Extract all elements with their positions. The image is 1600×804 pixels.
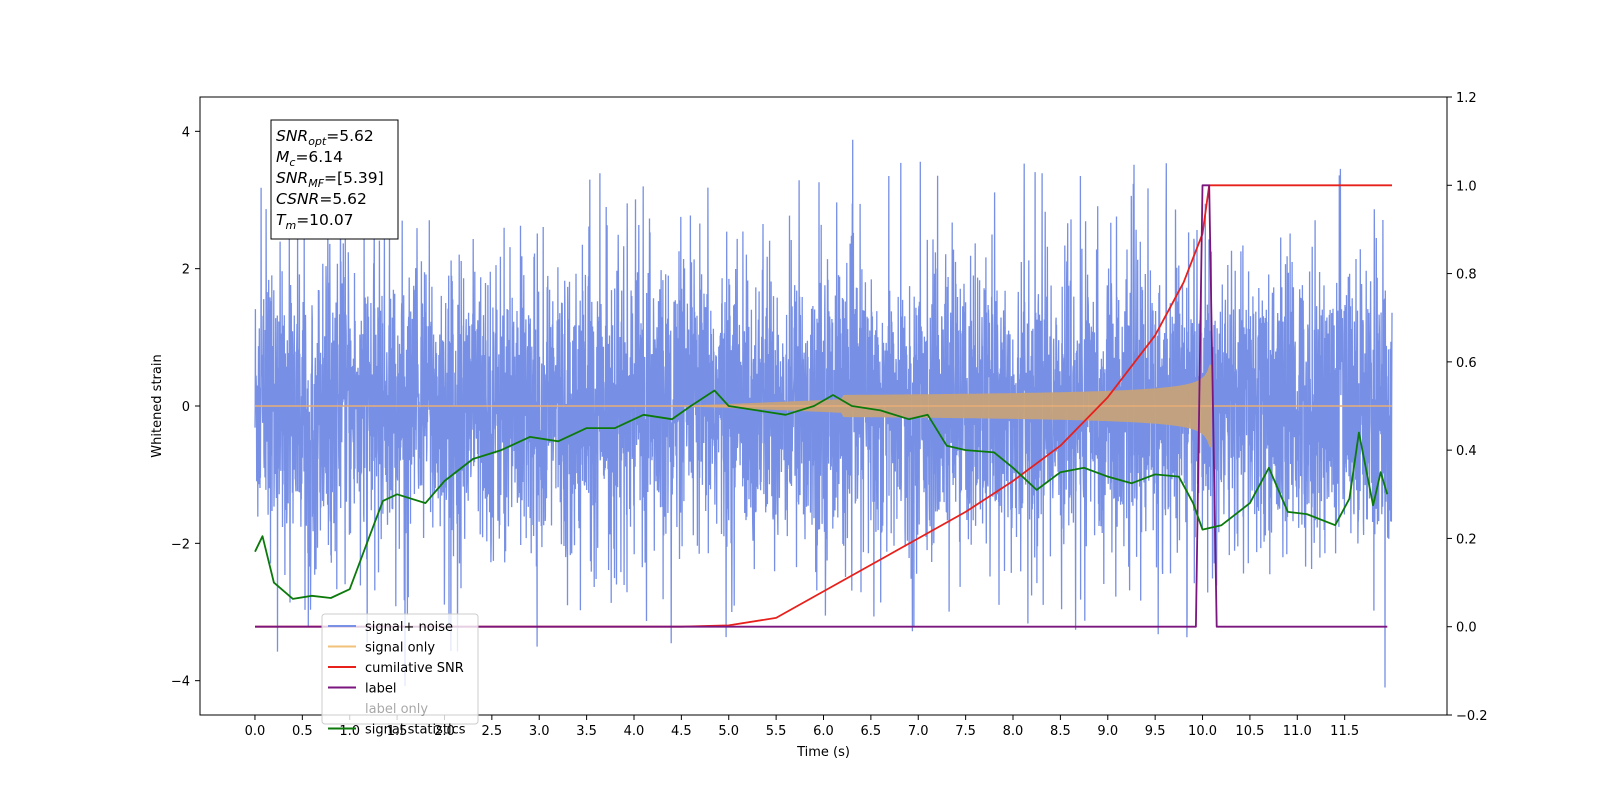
legend-label: signal+ noise (365, 620, 453, 635)
series-signal-noise-line (254, 139, 1393, 688)
x-tick-label: 1.5 (387, 724, 408, 739)
x-tick-label: 5.5 (766, 724, 787, 739)
x-tick-label: 2.5 (482, 724, 503, 739)
series-signal-statistics-line (254, 389, 1389, 600)
legend: signal+ noise signal only cumilative SNR la… (321, 613, 479, 738)
y-left-tick-label: −2 (171, 537, 190, 552)
y-left-tick-label: 4 (182, 125, 190, 140)
legend-label: label (365, 682, 396, 697)
y-axis-left: −4 −2 0 2 4 (171, 125, 200, 690)
x-tick-label: 11.5 (1330, 724, 1359, 739)
legend-label: label only (365, 702, 428, 717)
legend-item: signal+ noise (328, 620, 453, 635)
y-axis-right: −0.2 0.0 0.2 0.4 0.6 0.8 1.0 1.2 (1447, 91, 1488, 724)
series-cumilative-snr-line (255, 184, 1392, 628)
legend-label: signal only (365, 641, 435, 656)
x-tick-label: 3.0 (529, 724, 550, 739)
x-tick-label: 1.0 (339, 724, 360, 739)
plot-area (254, 139, 1393, 688)
annotation-line: SNRopt=5.62 (276, 127, 374, 148)
annotation-line: SNRMF=[5.39] (276, 169, 384, 190)
x-tick-label: 9.5 (1145, 724, 1166, 739)
legend-label: signal statistics (365, 723, 466, 738)
y-right-tick-label: −0.2 (1456, 709, 1488, 724)
x-tick-label: 0.5 (292, 724, 313, 739)
x-tick-label: 2.0 (434, 724, 455, 739)
annotation-line: Mc=6.14 (276, 148, 343, 169)
x-tick-label: 9.0 (1097, 724, 1118, 739)
legend-frame (321, 613, 479, 725)
y-right-tick-label: 0.2 (1456, 532, 1477, 547)
x-tick-label: 0.0 (245, 724, 266, 739)
x-tick-label: 3.5 (576, 724, 597, 739)
y-right-tick-label: 0.4 (1456, 444, 1477, 459)
series-label-line (255, 184, 1388, 628)
annotation-line: CSNR=5.62 (276, 190, 367, 208)
y-right-tick-label: 0.0 (1456, 621, 1477, 636)
x-tick-label: 6.0 (813, 724, 834, 739)
legend-item: cumilative SNR (328, 661, 464, 676)
x-tick-label: 4.5 (671, 724, 692, 739)
y-right-tick-label: 1.2 (1456, 91, 1477, 106)
legend-label: cumilative SNR (365, 661, 464, 676)
x-tick-label: 10.5 (1235, 724, 1264, 739)
x-tick-label: 5.0 (718, 724, 739, 739)
y-left-tick-label: 2 (182, 263, 190, 278)
annotation-line: Tm=10.07 (276, 211, 354, 232)
y-left-tick-label: −4 (171, 675, 190, 690)
y-right-tick-label: 1.0 (1456, 179, 1477, 194)
legend-item: label only (365, 702, 428, 717)
legend-item: signal statistics (328, 723, 466, 738)
x-axis-label: Time (s) (796, 745, 850, 760)
x-tick-label: 11.0 (1283, 724, 1312, 739)
x-tick-label: 8.5 (1050, 724, 1071, 739)
x-tick-label: 7.5 (955, 724, 976, 739)
y-right-tick-label: 0.8 (1456, 268, 1477, 283)
annotation-frame (270, 119, 399, 240)
x-tick-label: 4.0 (624, 724, 645, 739)
y-axis-label: Whitened strain (150, 354, 165, 457)
legend-item: signal only (328, 641, 435, 656)
x-tick-label: 8.0 (1003, 724, 1024, 739)
legend-item: label (328, 682, 396, 697)
y-left-tick-label: 0 (182, 400, 190, 415)
x-tick-label: 10.0 (1188, 724, 1217, 739)
x-tick-label: 7.0 (908, 724, 929, 739)
y-right-tick-label: 0.6 (1456, 356, 1477, 371)
x-tick-label: 6.5 (861, 724, 882, 739)
